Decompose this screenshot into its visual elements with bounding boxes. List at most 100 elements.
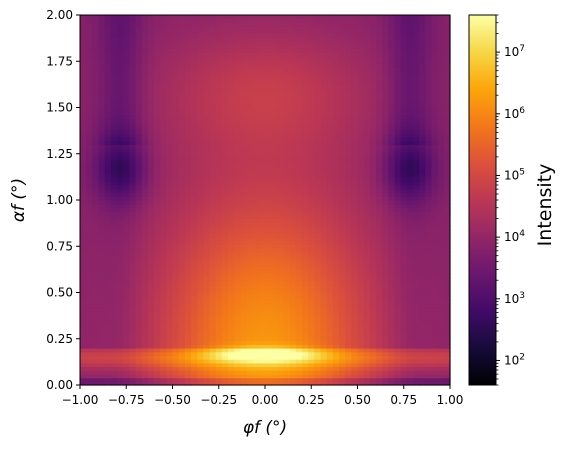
heatmap-cell [308, 85, 315, 90]
heatmap-cell [178, 370, 186, 375]
heatmap-cell [141, 314, 149, 319]
heatmap-cell [221, 248, 229, 253]
heatmap-cell [265, 333, 272, 338]
heatmap-cell [289, 114, 297, 120]
heatmap-cell [351, 292, 359, 297]
heatmap-cell [184, 74, 192, 79]
heatmap-cell [295, 137, 303, 142]
heatmap-cell [228, 148, 235, 153]
heatmap-cell [326, 314, 334, 319]
heatmap-cell [154, 359, 161, 364]
heatmap-cell [363, 381, 371, 386]
heatmap-cell [178, 96, 186, 101]
heatmap-cell [240, 355, 248, 360]
heatmap-cell [110, 100, 118, 105]
heatmap-cell [172, 274, 180, 279]
heatmap-cell [154, 336, 161, 342]
heatmap-cell [110, 318, 118, 323]
heatmap-cell [240, 111, 248, 116]
heatmap-cell [382, 81, 389, 86]
heatmap-cell [308, 203, 315, 208]
heatmap-cell [246, 233, 254, 238]
heatmap-cell [184, 133, 192, 138]
heatmap-cell [117, 329, 124, 334]
heatmap-cell [419, 296, 426, 301]
heatmap-cell [394, 296, 402, 301]
heatmap-cell [332, 203, 340, 208]
heatmap-cell [363, 174, 371, 179]
heatmap-cell [413, 237, 420, 242]
heatmap-cell [228, 237, 235, 242]
heatmap-cell [123, 163, 130, 168]
heatmap-cell [86, 381, 93, 386]
heatmap-cell [431, 229, 439, 234]
heatmap-cell [363, 377, 371, 382]
heatmap-cell [419, 214, 426, 220]
heatmap-cell [339, 126, 346, 131]
heatmap-cell [314, 129, 322, 134]
heatmap-cell [246, 174, 254, 179]
heatmap-cell [339, 81, 346, 86]
heatmap-cell [240, 329, 248, 334]
heatmap-cell [283, 114, 291, 120]
heatmap-cell [382, 240, 389, 245]
heatmap-cell [351, 325, 359, 331]
heatmap-cell [443, 248, 451, 253]
heatmap-cell [141, 274, 149, 279]
heatmap-cell [277, 188, 285, 194]
heatmap-cell [184, 270, 192, 275]
heatmap-cell [443, 122, 451, 127]
heatmap-cell [283, 333, 291, 338]
heatmap-cell [357, 281, 365, 286]
heatmap-cell [191, 237, 198, 242]
heatmap-cell [178, 288, 186, 294]
heatmap-cell [425, 96, 433, 101]
heatmap-cell [184, 225, 192, 231]
heatmap-cell [419, 114, 426, 120]
heatmap-cell [425, 288, 433, 294]
heatmap-cell [437, 188, 445, 194]
heatmap-cell [339, 322, 346, 327]
heatmap-cell [147, 274, 155, 279]
heatmap-cell [221, 307, 229, 312]
heatmap-cell [117, 377, 124, 382]
heatmap-cell [326, 81, 334, 86]
heatmap-cell [376, 318, 383, 323]
heatmap-cell [388, 174, 396, 179]
heatmap-cell [406, 100, 414, 105]
heatmap-cell [400, 251, 408, 257]
heatmap-cell [178, 103, 186, 109]
heatmap-cell [265, 122, 272, 127]
heatmap-cell [92, 355, 100, 360]
heatmap-cell [283, 237, 291, 242]
heatmap-cell [209, 303, 217, 308]
heatmap-cell [184, 248, 192, 253]
heatmap-cell [246, 89, 254, 94]
heatmap-cell [351, 362, 359, 368]
heatmap-cell [172, 255, 180, 260]
heatmap-cell [271, 92, 278, 97]
heatmap-cell [332, 311, 340, 316]
heatmap-cell [332, 81, 340, 86]
heatmap-cell [123, 322, 130, 327]
heatmap-cell [265, 166, 272, 171]
heatmap-cell [363, 233, 371, 238]
heatmap-cell [197, 222, 204, 227]
heatmap-cell [302, 303, 309, 308]
heatmap-cell [172, 192, 180, 197]
heatmap-cell [419, 366, 426, 371]
heatmap-cell [406, 266, 414, 271]
heatmap-cell [332, 107, 340, 112]
heatmap-cell [320, 85, 328, 90]
heatmap-cell [178, 166, 186, 171]
heatmap-cell [184, 196, 192, 201]
heatmap-cell [283, 292, 291, 297]
heatmap-cell [369, 292, 377, 297]
heatmap-cell [240, 296, 248, 301]
heatmap-cell [394, 370, 402, 375]
heatmap-cell [240, 370, 248, 375]
heatmap-cell [147, 177, 155, 183]
heatmap-cell [369, 177, 377, 183]
heatmap-cell [178, 74, 186, 79]
heatmap-cell [339, 288, 346, 294]
